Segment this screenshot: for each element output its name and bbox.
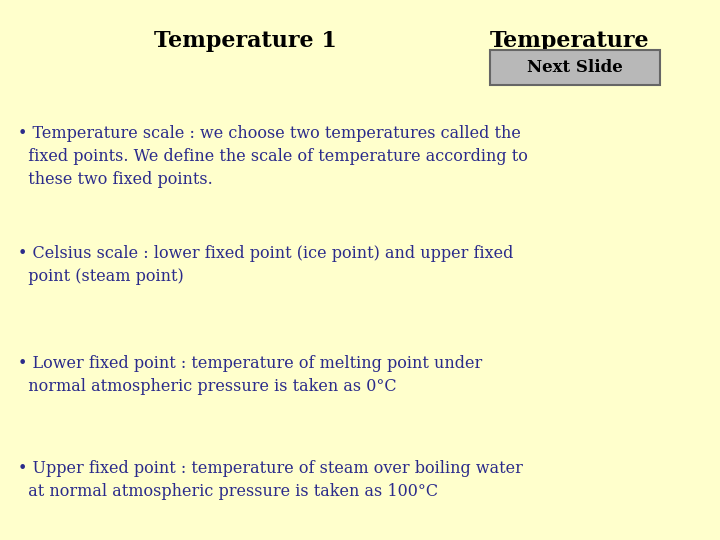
FancyBboxPatch shape xyxy=(490,50,660,85)
Text: • Lower fixed point : temperature of melting point under
  normal atmospheric pr: • Lower fixed point : temperature of mel… xyxy=(18,355,482,395)
Text: • Upper fixed point : temperature of steam over boiling water
  at normal atmosp: • Upper fixed point : temperature of ste… xyxy=(18,460,523,500)
Text: Temperature: Temperature xyxy=(490,30,650,52)
Text: Temperature 1: Temperature 1 xyxy=(153,30,336,52)
Text: Next Slide: Next Slide xyxy=(527,59,623,76)
Text: • Celsius scale : lower fixed point (ice point) and upper fixed
  point (steam p: • Celsius scale : lower fixed point (ice… xyxy=(18,245,513,285)
Text: • Temperature scale : we choose two temperatures called the
  fixed points. We d: • Temperature scale : we choose two temp… xyxy=(18,125,528,188)
